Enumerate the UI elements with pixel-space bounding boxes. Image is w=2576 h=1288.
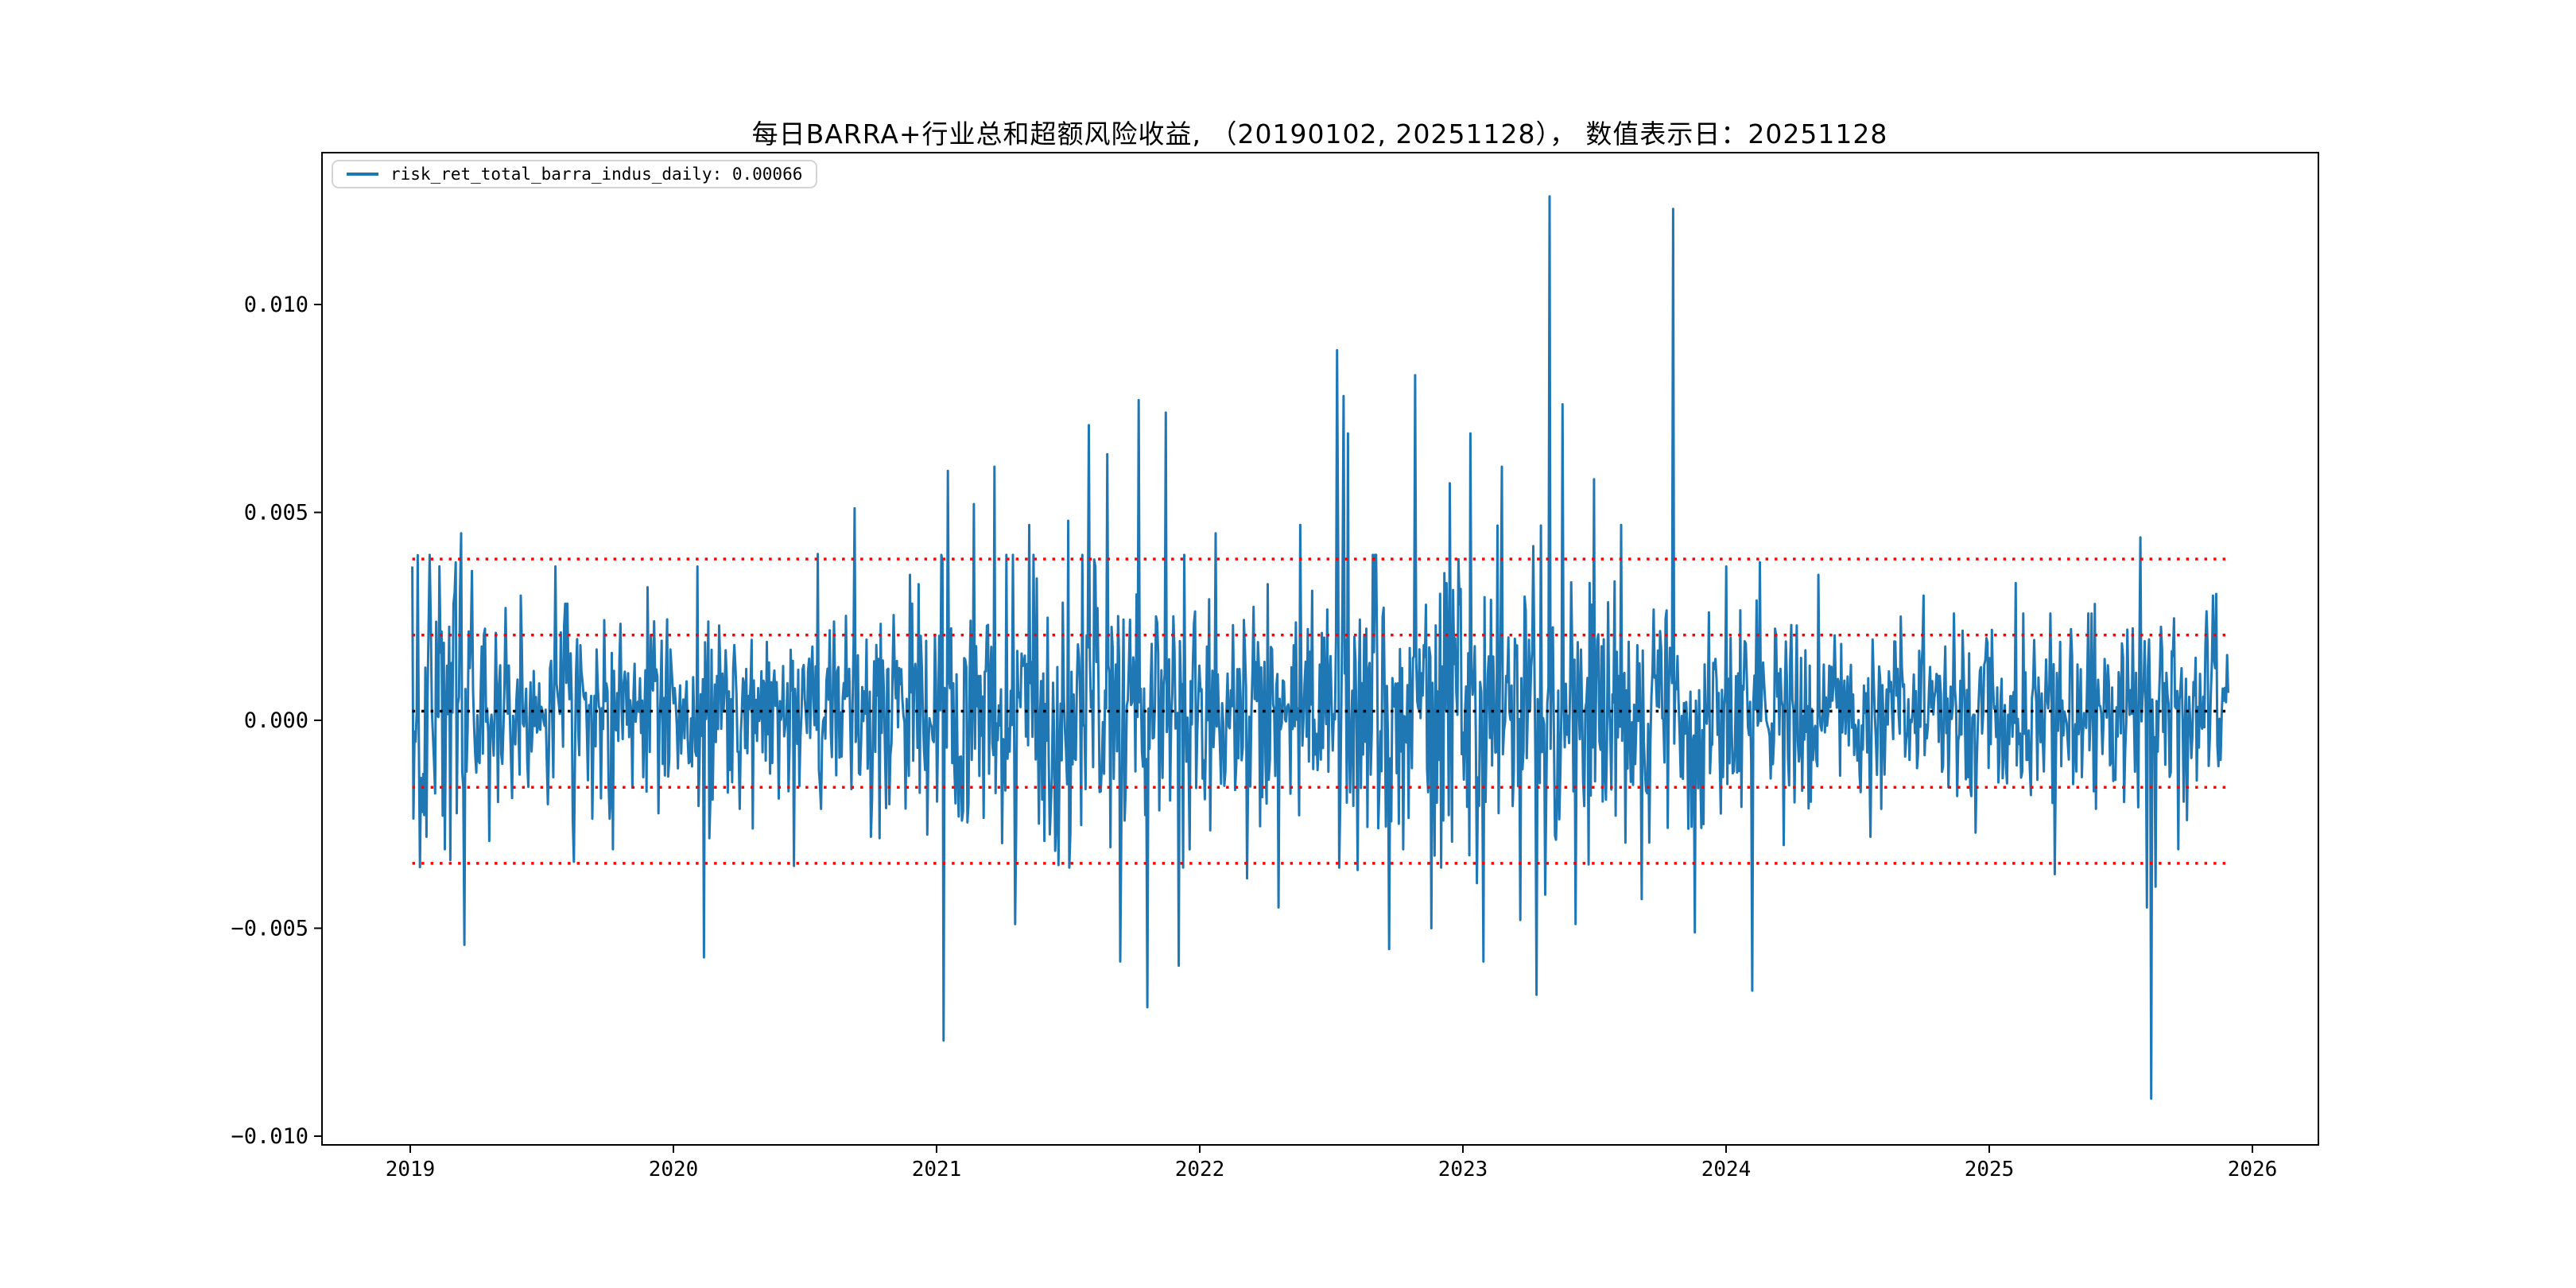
x-tick-label: 2020 (649, 1158, 699, 1181)
y-tick-label: −0.010 (231, 1124, 308, 1149)
x-tick-label: 2019 (386, 1158, 436, 1181)
x-tick-label: 2022 (1175, 1158, 1225, 1181)
x-tick-label: 2021 (912, 1158, 962, 1181)
legend: risk_ret_total_barra_indus_daily: 0.0006… (332, 160, 818, 188)
x-tick-label: 2026 (2228, 1158, 2278, 1181)
chart-title: 每日BARRA+行业总和超额风险收益, （20190102, 20251128）… (751, 118, 1888, 149)
y-tick-label: 0.010 (244, 293, 308, 317)
legend-label: risk_ret_total_barra_indus_daily: 0.0006… (390, 165, 803, 184)
x-tick-label: 2024 (1701, 1158, 1752, 1181)
series-line (411, 195, 2229, 1100)
y-tick-label: −0.005 (231, 917, 308, 941)
x-tick-label: 2025 (1965, 1158, 2015, 1181)
y-tick-label: 0.005 (244, 501, 308, 526)
legend-line-swatch (347, 173, 378, 176)
plot-frame (321, 152, 2319, 1146)
x-tick-label: 2023 (1438, 1158, 1488, 1181)
y-tick-label: 0.000 (244, 708, 308, 733)
